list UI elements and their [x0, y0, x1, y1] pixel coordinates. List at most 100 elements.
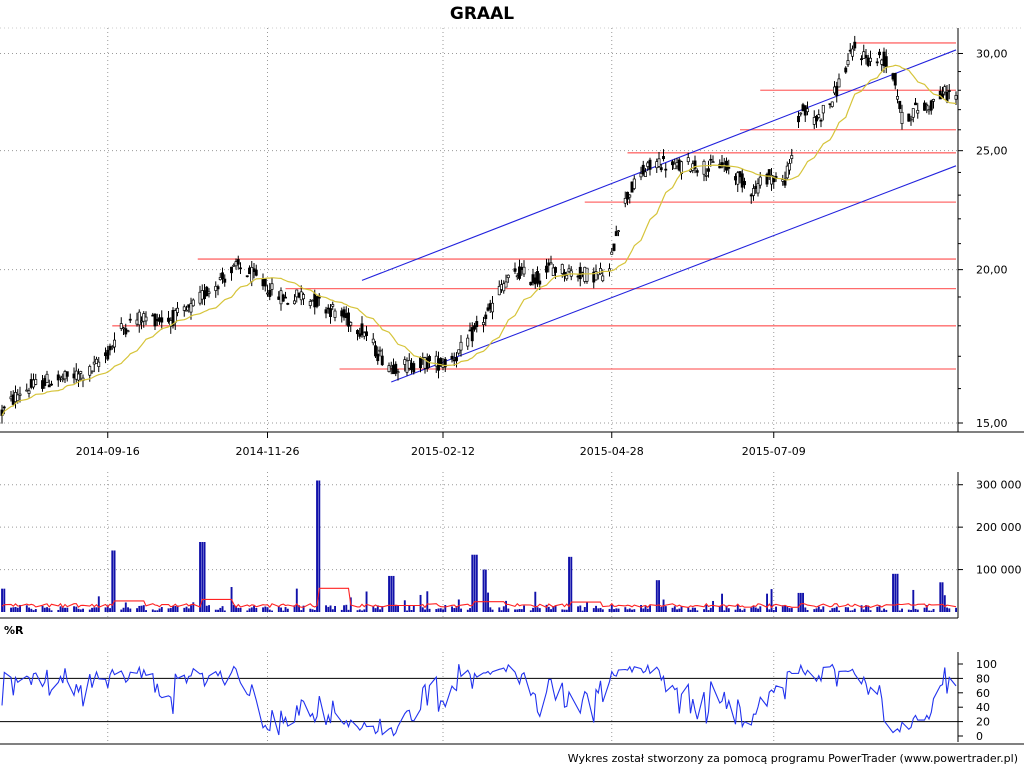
candle-body	[641, 164, 645, 175]
volume-bar	[880, 610, 883, 612]
candle-body	[533, 277, 537, 285]
candle-body	[866, 57, 870, 66]
candle-body	[56, 374, 60, 381]
candle-body	[313, 293, 317, 308]
candle-body	[828, 103, 832, 105]
date-tick-label: 2015-04-28	[580, 445, 644, 458]
candle-body	[47, 384, 51, 388]
candle-body	[443, 358, 447, 368]
candle-body	[914, 102, 917, 106]
candle-body	[736, 172, 740, 185]
candle-body	[405, 360, 409, 373]
volume-tick-label: 300 000	[976, 479, 1022, 492]
volume-bar	[631, 609, 633, 612]
candle-body	[9, 396, 13, 400]
williams-r-tick-label: 80	[976, 672, 990, 685]
volume-bar	[865, 605, 867, 612]
volume-bar	[817, 606, 820, 612]
volume-bar	[106, 605, 109, 612]
candle-body	[297, 292, 301, 298]
volume-bar	[311, 609, 314, 612]
volume-bar	[266, 607, 269, 612]
candle-body	[916, 110, 920, 114]
candle-body	[27, 390, 31, 394]
candle-body	[158, 317, 161, 322]
volume-bar	[122, 607, 125, 612]
candle-body	[680, 161, 683, 174]
volume-bar	[453, 608, 456, 612]
volume-bar	[363, 609, 366, 612]
volume-bar	[345, 604, 348, 612]
volume-bar	[673, 606, 676, 612]
volume-bar	[955, 607, 957, 612]
candle-body	[16, 394, 20, 402]
candle-body	[284, 296, 287, 299]
candle-body	[459, 341, 463, 351]
volume-bar	[59, 606, 62, 612]
candle-body	[819, 119, 823, 122]
candle-body	[380, 355, 384, 366]
candle-body	[702, 160, 706, 175]
volume-bar	[444, 605, 447, 612]
volume-bar	[534, 591, 537, 612]
volume-bar	[759, 606, 762, 612]
candle-body	[387, 365, 391, 372]
volume-bar	[190, 605, 192, 612]
volume-bar	[30, 608, 33, 612]
volume-bar	[19, 604, 21, 612]
volume-bar	[232, 605, 235, 612]
candle-body	[92, 361, 96, 365]
volume-bar	[932, 608, 935, 612]
candle-body	[549, 262, 553, 265]
candle-body	[455, 357, 458, 362]
volume-bar	[280, 607, 282, 612]
candle-body	[299, 291, 303, 301]
volume-bar	[930, 610, 933, 612]
price-axis: 15,00 20,00 25,00 30,00 2014-09-16 2014-11-26…	[76, 47, 1008, 458]
volume-bar	[869, 610, 872, 612]
volume-bar	[822, 606, 825, 612]
volume-bar	[664, 606, 667, 612]
candle-body	[547, 262, 551, 266]
volume-bar	[203, 542, 206, 612]
candle-body	[788, 163, 791, 171]
candle-body	[484, 314, 488, 320]
candle-body	[450, 355, 454, 360]
candle-body	[929, 100, 933, 111]
candle-body	[711, 161, 715, 163]
candle-body	[434, 355, 438, 367]
candle-body	[662, 156, 665, 160]
volume-bar	[268, 609, 271, 612]
volume-bar	[754, 607, 757, 612]
volume-bar	[860, 605, 863, 612]
volume-bar	[347, 609, 350, 612]
volume-bar	[12, 607, 15, 612]
candle-body	[502, 283, 506, 292]
candle-body	[830, 101, 834, 107]
candle-body	[848, 49, 852, 52]
candle-body	[891, 73, 895, 80]
candle-body	[302, 294, 305, 300]
williams-r-tick-label: 20	[976, 716, 990, 729]
candle-body	[410, 362, 413, 371]
volume-bar	[392, 575, 395, 612]
volume-bar	[734, 609, 737, 612]
candle-body	[815, 115, 818, 122]
candle-body	[754, 185, 758, 189]
candle-body	[34, 379, 38, 385]
candle-body	[545, 265, 548, 273]
price-tick-label: 30,00	[976, 47, 1008, 60]
candle-body	[844, 67, 848, 73]
volume-bar	[862, 609, 865, 612]
volume-bar	[439, 608, 442, 612]
candle-body	[785, 165, 789, 179]
candle-body	[376, 353, 380, 362]
williams-r-tick-label: 0	[976, 730, 983, 743]
volume-bar	[455, 606, 458, 612]
volume-bar	[43, 607, 46, 612]
volume-bar	[948, 608, 951, 612]
price-tick-label: 20,00	[976, 264, 1008, 277]
volume-bar	[568, 556, 570, 612]
volume-bar	[374, 608, 377, 612]
volume-bar	[705, 604, 708, 612]
